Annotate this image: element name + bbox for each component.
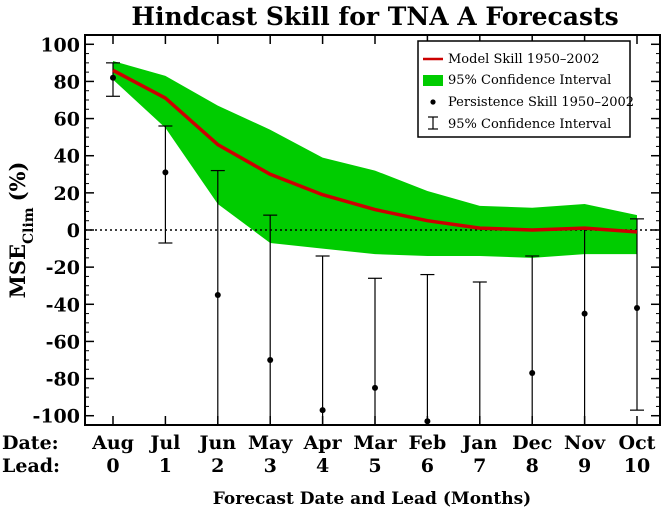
legend-errorbar-label: 95% Confidence Interval <box>448 117 611 132</box>
y-tick-label: -80 <box>46 369 80 391</box>
persistence-point <box>110 74 116 81</box>
persistence-point <box>319 407 326 414</box>
persistence-point <box>634 305 640 311</box>
x-tick-label-lead: 8 <box>526 455 539 477</box>
persistence-errorbar <box>263 214 278 425</box>
legend-persistence-label: Persistence Skill 1950–2002 <box>448 95 634 110</box>
y-tick-label: -20 <box>46 257 80 279</box>
x-tick-label-date: Jun <box>197 432 236 454</box>
persistence-point <box>162 169 169 176</box>
legend-persistence-dot-icon <box>430 99 436 105</box>
x-tick-label-lead: 7 <box>473 455 486 477</box>
y-tick-label: -40 <box>46 294 80 316</box>
persistence-point <box>267 357 274 363</box>
y-axis-title-main: MSE <box>5 244 30 298</box>
plot-marks <box>85 61 660 425</box>
y-axis-title-subscript: Clim <box>21 207 37 244</box>
x-tick-label-date: Nov <box>564 432 606 454</box>
persistence-point <box>529 370 536 376</box>
persistence-errorbar <box>525 255 540 425</box>
lead-row-label: Lead: <box>2 455 60 477</box>
y-tick-label: 0 <box>67 220 80 242</box>
y-axis: 100 80 60 40 20 0 -20 -40 -60 -80 -100 <box>32 34 660 428</box>
x-tick-label-lead: 0 <box>106 455 119 477</box>
x-tick-label-date: Aug <box>91 432 134 454</box>
persistence-point <box>372 384 378 391</box>
x-tick-label-date: Dec <box>512 432 552 454</box>
x-tick-label-lead: 6 <box>421 455 434 477</box>
x-tick-label-date: Jan <box>460 432 497 454</box>
x-axis-title: Forecast Date and Lead (Months) <box>213 489 531 509</box>
x-tick-label-date: Mar <box>353 432 397 454</box>
confidence-band <box>113 61 637 258</box>
x-tick-label-date: May <box>248 432 293 454</box>
y-tick-label: 60 <box>54 109 80 131</box>
model-skill-line <box>112 68 638 234</box>
legend-model-label: Model Skill 1950–2002 <box>448 52 600 67</box>
x-tick-label-lead: 10 <box>624 455 650 477</box>
legend-band-label: 95% Confidence Interval <box>448 73 611 88</box>
persistence-point <box>581 310 588 317</box>
y-tick-label: -60 <box>46 331 80 353</box>
x-tick-label-lead: 3 <box>264 455 277 477</box>
y-tick-label: 20 <box>54 183 80 205</box>
x-tick-label-date: Jul <box>148 432 180 454</box>
persistence-errorbar <box>420 273 435 425</box>
x-tick-label-date: Oct <box>619 432 656 454</box>
y-axis-title: MSEClim (%) <box>5 162 37 299</box>
y-tick-label: 80 <box>54 71 80 93</box>
legend-box <box>417 40 631 138</box>
x-tick-label-date: Apr <box>303 432 343 454</box>
date-row-label: Date: <box>2 432 59 454</box>
legend-band-swatch-icon <box>423 75 443 86</box>
y-tick-label: -100 <box>32 406 80 428</box>
svg-text:MSEClim(%): MSEClim (%) <box>5 162 37 299</box>
legend-errorbar-icon <box>428 116 438 130</box>
x-tick-label-lead: 5 <box>368 455 381 477</box>
x-tick-label-date: Feb <box>408 432 446 454</box>
persistence-point <box>214 292 221 298</box>
x-tick-label-lead: 2 <box>211 455 224 477</box>
persistence-errorbar <box>472 281 487 425</box>
persistence-errorbar <box>630 218 644 411</box>
y-axis-title-unit: (%) <box>5 162 30 202</box>
x-tick-label-lead: 9 <box>578 455 591 477</box>
x-tick-label-lead: 1 <box>159 455 172 477</box>
persistence-errorbar <box>368 277 382 425</box>
legend: Model Skill 1950–2002 95% Confidence Int… <box>417 40 634 138</box>
persistence-errorbar <box>315 255 330 425</box>
x-tick-label-lead: 4 <box>316 455 329 477</box>
y-tick-label: 40 <box>54 146 80 168</box>
persistence-errorbar <box>158 125 173 244</box>
chart-title: Hindcast Skill for TNA A Forecasts <box>131 2 618 31</box>
x-axis: Aug0Jul1Jun2May3Apr4Mar5Feb6Jan7Dec8Nov9… <box>91 35 656 477</box>
y-tick-label: 100 <box>40 34 80 56</box>
persistence-errorbar <box>577 227 592 425</box>
